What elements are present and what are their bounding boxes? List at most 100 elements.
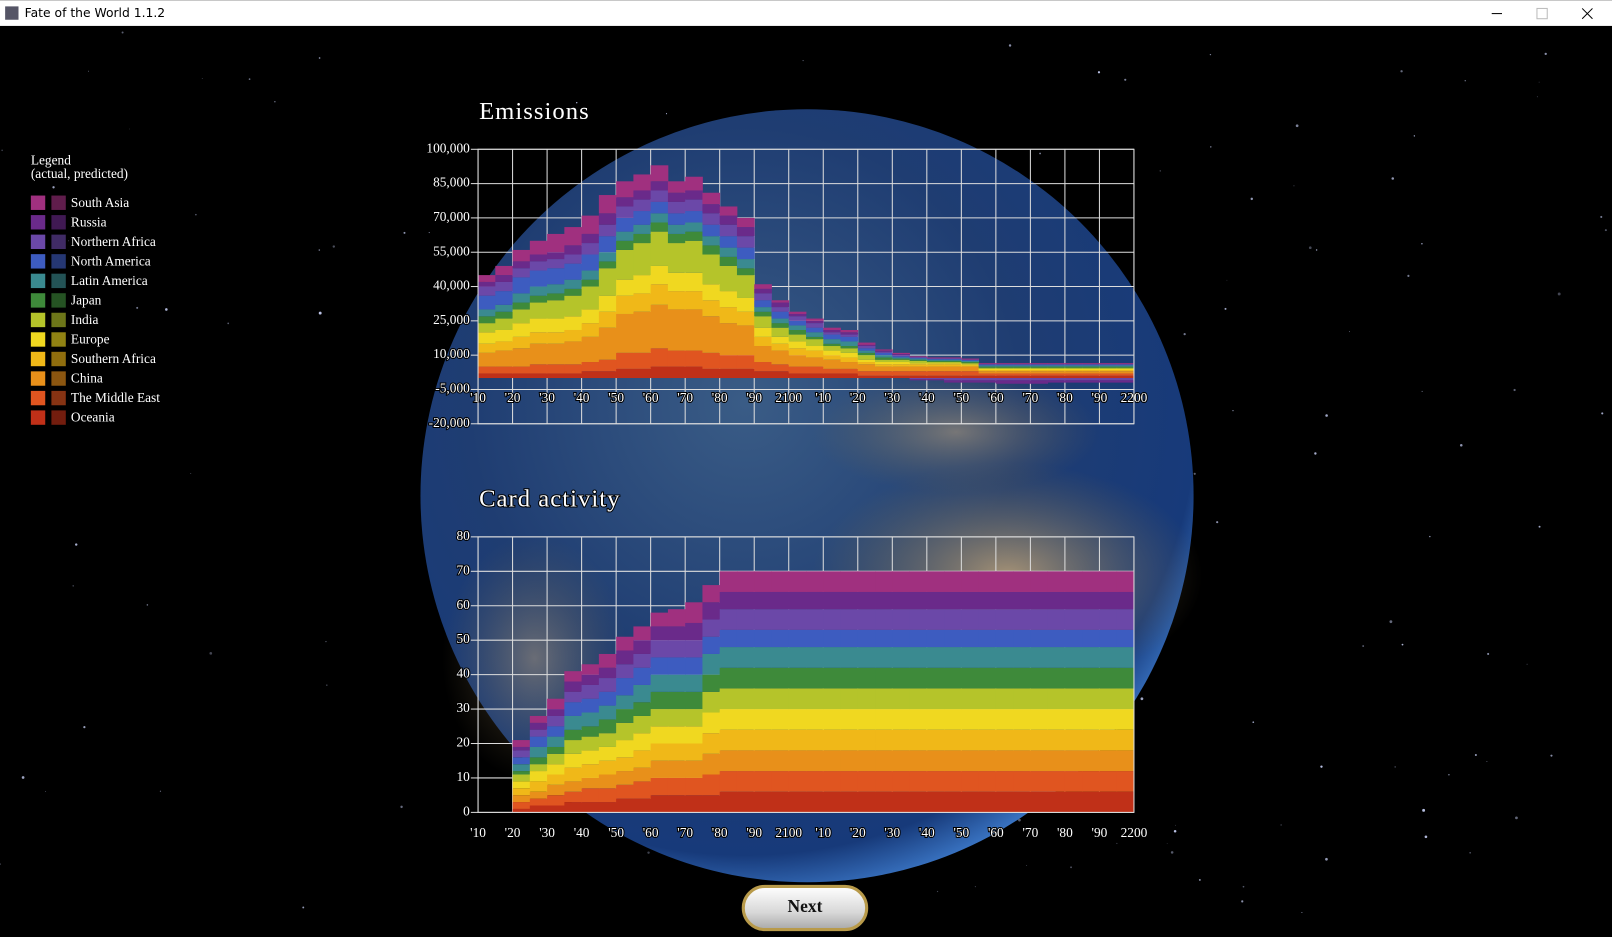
- bar-segment: [875, 357, 893, 360]
- bar-segment: [512, 293, 531, 303]
- bar-segment: [1064, 688, 1083, 710]
- bar-segment: [754, 346, 772, 363]
- next-button[interactable]: [741, 884, 869, 932]
- bar-segment: [857, 591, 876, 610]
- bar-segment: [754, 371, 772, 379]
- bar-segment: [840, 571, 859, 592]
- bar-segment: [892, 356, 910, 358]
- legend-swatch-predicted: [51, 195, 66, 210]
- bar-segment: [478, 366, 496, 374]
- bar-segment: [598, 802, 617, 813]
- bar-segment: [719, 307, 738, 324]
- bar-segment: [1116, 667, 1135, 689]
- bar-segment: [667, 709, 686, 727]
- bar-segment: [547, 343, 565, 365]
- bar-segment: [1064, 371, 1083, 374]
- bar-segment: [978, 378, 997, 381]
- bar-segment: [529, 302, 548, 319]
- bar-segment: [495, 265, 513, 276]
- bar-segment: [961, 571, 980, 592]
- bar-segment: [995, 368, 1014, 371]
- bar-segment: [547, 746, 565, 754]
- bar-segment: [736, 227, 755, 237]
- bar-segment: [926, 375, 945, 379]
- bar-segment: [685, 691, 703, 710]
- bar-segment: [1082, 791, 1100, 813]
- next-button-label[interactable]: Next: [788, 896, 823, 916]
- bar-segment: [667, 309, 686, 351]
- bar-segment: [926, 591, 945, 610]
- bar-segment: [823, 791, 841, 813]
- star: [1421, 243, 1423, 245]
- y-tick-label: 30: [456, 700, 470, 715]
- bar-segment: [667, 691, 686, 710]
- close-button[interactable]: [1581, 8, 1593, 20]
- bar-segment: [1099, 366, 1118, 368]
- star: [1224, 307, 1227, 310]
- bar-segment: [650, 231, 669, 266]
- bar-segment: [857, 344, 876, 347]
- bar-segment: [857, 791, 876, 813]
- legend-swatch-actual: [30, 273, 46, 289]
- bar-segment: [978, 375, 997, 379]
- bar-segment: [529, 729, 548, 737]
- bar-segment: [1082, 368, 1100, 371]
- bar-segment: [1047, 729, 1066, 751]
- bar-segment: [944, 364, 962, 367]
- star: [576, 102, 578, 104]
- bar-segment: [547, 805, 565, 813]
- bar-segment: [512, 277, 531, 294]
- bar-segment: [633, 733, 652, 751]
- bar-segment: [806, 729, 824, 751]
- bar-segment: [995, 688, 1014, 710]
- bar-segment: [564, 781, 583, 792]
- bar-segment: [892, 771, 910, 792]
- bar-segment: [719, 265, 738, 292]
- bar-segment: [529, 736, 548, 747]
- bar-segment: [806, 791, 824, 813]
- bar-segment: [633, 352, 652, 369]
- bar-segment: [909, 371, 928, 376]
- x-tick-label: '40: [919, 390, 935, 405]
- bar-segment: [806, 771, 824, 792]
- bar-segment: [495, 304, 513, 312]
- bar-segment: [788, 591, 807, 610]
- bar-segment: [1099, 591, 1118, 610]
- bar-segment: [754, 362, 772, 372]
- star: [1018, 818, 1021, 822]
- bar-segment: [1013, 791, 1031, 813]
- bars: [512, 571, 1135, 813]
- bar-segment: [857, 375, 876, 379]
- star: [1301, 912, 1303, 914]
- bar-segment: [961, 609, 980, 630]
- bar-segment: [547, 753, 565, 765]
- bar-segment: [995, 709, 1014, 730]
- star: [318, 249, 321, 251]
- bar-segment: [961, 365, 980, 367]
- legend-label: Northern Africa: [71, 234, 156, 249]
- bar-segment: [478, 281, 496, 287]
- bar-segment: [1047, 368, 1066, 371]
- bar-segment: [1013, 378, 1031, 381]
- star: [1170, 851, 1174, 854]
- bar-segment: [909, 688, 928, 710]
- bar-segment: [875, 366, 893, 372]
- maximize-button[interactable]: [1536, 7, 1548, 20]
- bar-segment: [806, 350, 824, 358]
- bar-segment: [1082, 370, 1100, 372]
- bar-segment: [702, 712, 721, 734]
- bar-segment: [806, 318, 824, 321]
- bar-segment: [1116, 366, 1135, 368]
- bar-segment: [1064, 667, 1083, 689]
- bar-segment: [667, 777, 686, 796]
- bar-segment: [495, 373, 513, 379]
- bar-segment: [1064, 365, 1083, 367]
- x-tick-label: '50: [608, 825, 624, 840]
- bar-segment: [875, 709, 893, 730]
- bar-segment: [754, 316, 772, 328]
- legend-subtitle: (actual, predicted): [31, 166, 128, 181]
- legend-swatch-actual: [30, 351, 46, 367]
- bar-segment: [892, 357, 910, 359]
- legend-swatch-actual: [30, 234, 46, 250]
- bar-segment: [1064, 367, 1083, 369]
